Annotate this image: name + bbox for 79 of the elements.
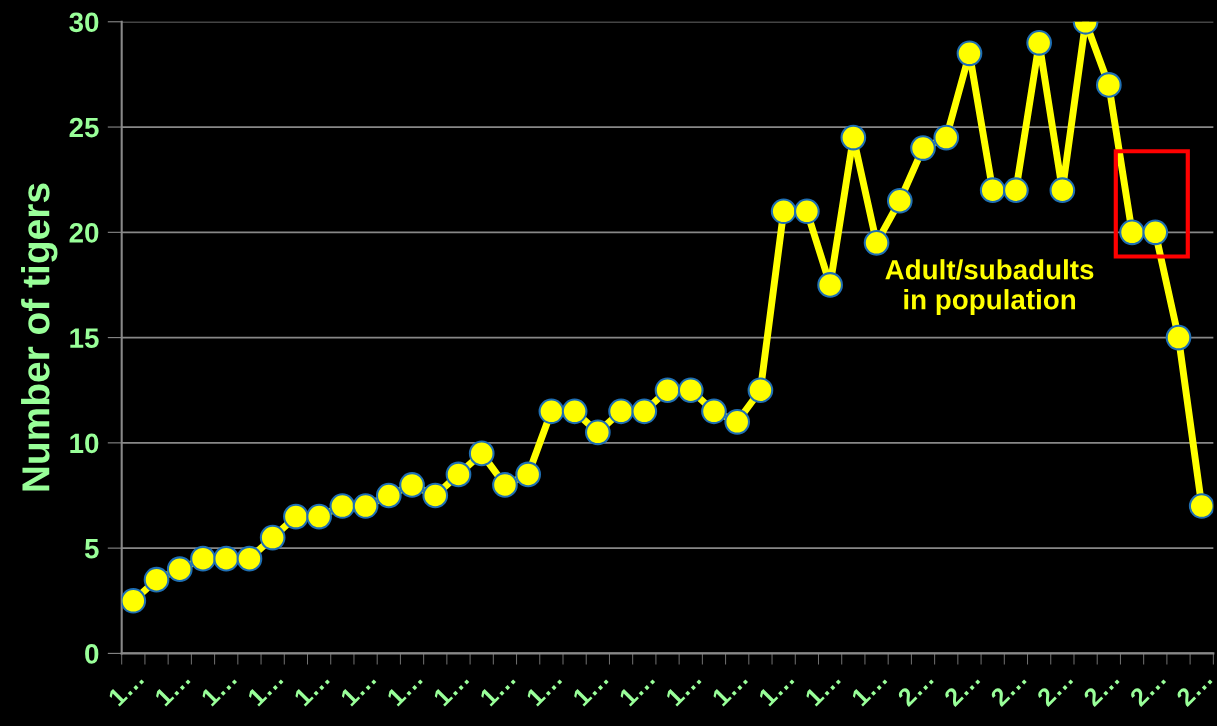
x-tick-label: 2… bbox=[989, 669, 1027, 707]
point bbox=[121, 587, 147, 614]
point bbox=[1142, 219, 1169, 246]
x-tick-label: 1… bbox=[618, 669, 656, 707]
y-tick-label: 5 bbox=[84, 539, 99, 559]
point bbox=[1165, 324, 1192, 351]
point bbox=[933, 124, 960, 151]
point bbox=[259, 524, 286, 551]
point bbox=[422, 482, 449, 509]
point bbox=[654, 377, 681, 404]
x-tick-label: 1… bbox=[339, 669, 377, 707]
point bbox=[585, 419, 611, 446]
point bbox=[1119, 219, 1145, 246]
point bbox=[515, 461, 542, 488]
point bbox=[329, 493, 356, 519]
point bbox=[213, 545, 240, 572]
point bbox=[538, 398, 565, 425]
y-tick-label: 15 bbox=[70, 328, 99, 348]
point bbox=[724, 408, 751, 435]
y-tick-label: 25 bbox=[69, 117, 99, 138]
point bbox=[979, 177, 1006, 204]
point bbox=[794, 198, 820, 225]
y-axis-title: Number of tigers bbox=[21, 183, 58, 491]
point bbox=[677, 377, 704, 404]
x-tick-label: 1… bbox=[804, 669, 841, 707]
x-tick-label: 1… bbox=[479, 669, 516, 707]
x-tick-label: 1… bbox=[432, 669, 470, 707]
point bbox=[701, 398, 727, 425]
x-tick-label: 1… bbox=[200, 669, 238, 707]
x-tick-label: 1… bbox=[572, 669, 609, 707]
point bbox=[910, 135, 936, 161]
x-tick-label: 1… bbox=[386, 669, 423, 707]
point bbox=[1188, 493, 1214, 519]
point bbox=[863, 230, 890, 256]
y-tick-label: 30 bbox=[69, 12, 99, 33]
point bbox=[956, 40, 983, 67]
point bbox=[306, 503, 332, 530]
point bbox=[1003, 177, 1029, 204]
x-tick-label: 1… bbox=[154, 669, 191, 707]
x-tick-label: 1… bbox=[525, 669, 563, 707]
x-tick-label: 2… bbox=[1128, 669, 1167, 707]
point bbox=[608, 398, 634, 425]
point bbox=[561, 398, 588, 425]
point bbox=[143, 566, 170, 593]
annotation: Adult/subadults in population bbox=[885, 259, 1094, 315]
point bbox=[817, 272, 843, 298]
point bbox=[1049, 177, 1076, 204]
x-tick-label: 1… bbox=[246, 669, 284, 707]
point bbox=[492, 472, 518, 498]
point bbox=[375, 482, 402, 509]
x-tick-label: 2… bbox=[943, 669, 981, 707]
point bbox=[840, 124, 867, 151]
point bbox=[1095, 72, 1122, 98]
point bbox=[399, 472, 425, 498]
y-tick-label: 0 bbox=[85, 644, 99, 664]
point bbox=[747, 377, 774, 404]
point bbox=[352, 493, 379, 519]
y-tick-label: 10 bbox=[70, 433, 99, 454]
point bbox=[445, 461, 472, 488]
point bbox=[770, 198, 797, 225]
point bbox=[1026, 29, 1052, 56]
point bbox=[283, 503, 309, 530]
point bbox=[236, 545, 263, 572]
x-tick-label: 2… bbox=[896, 669, 934, 707]
x-tick-label: 2… bbox=[1035, 669, 1074, 707]
x-tick-label: 2… bbox=[1175, 669, 1213, 707]
x-tick-label: 1… bbox=[711, 669, 749, 707]
point bbox=[190, 545, 216, 572]
x-tick-label: 1… bbox=[850, 669, 888, 707]
x-tick-label: 1… bbox=[665, 669, 702, 707]
x-tick-label: 2… bbox=[1082, 669, 1120, 707]
point bbox=[631, 398, 658, 425]
y-tick-label: 20 bbox=[69, 222, 99, 243]
x-tick-label: 1… bbox=[757, 669, 795, 707]
point bbox=[166, 556, 193, 583]
point bbox=[468, 440, 495, 467]
x-tick-label: 1… bbox=[293, 669, 330, 707]
point bbox=[886, 187, 913, 214]
x-tick-label: 1… bbox=[107, 669, 145, 707]
